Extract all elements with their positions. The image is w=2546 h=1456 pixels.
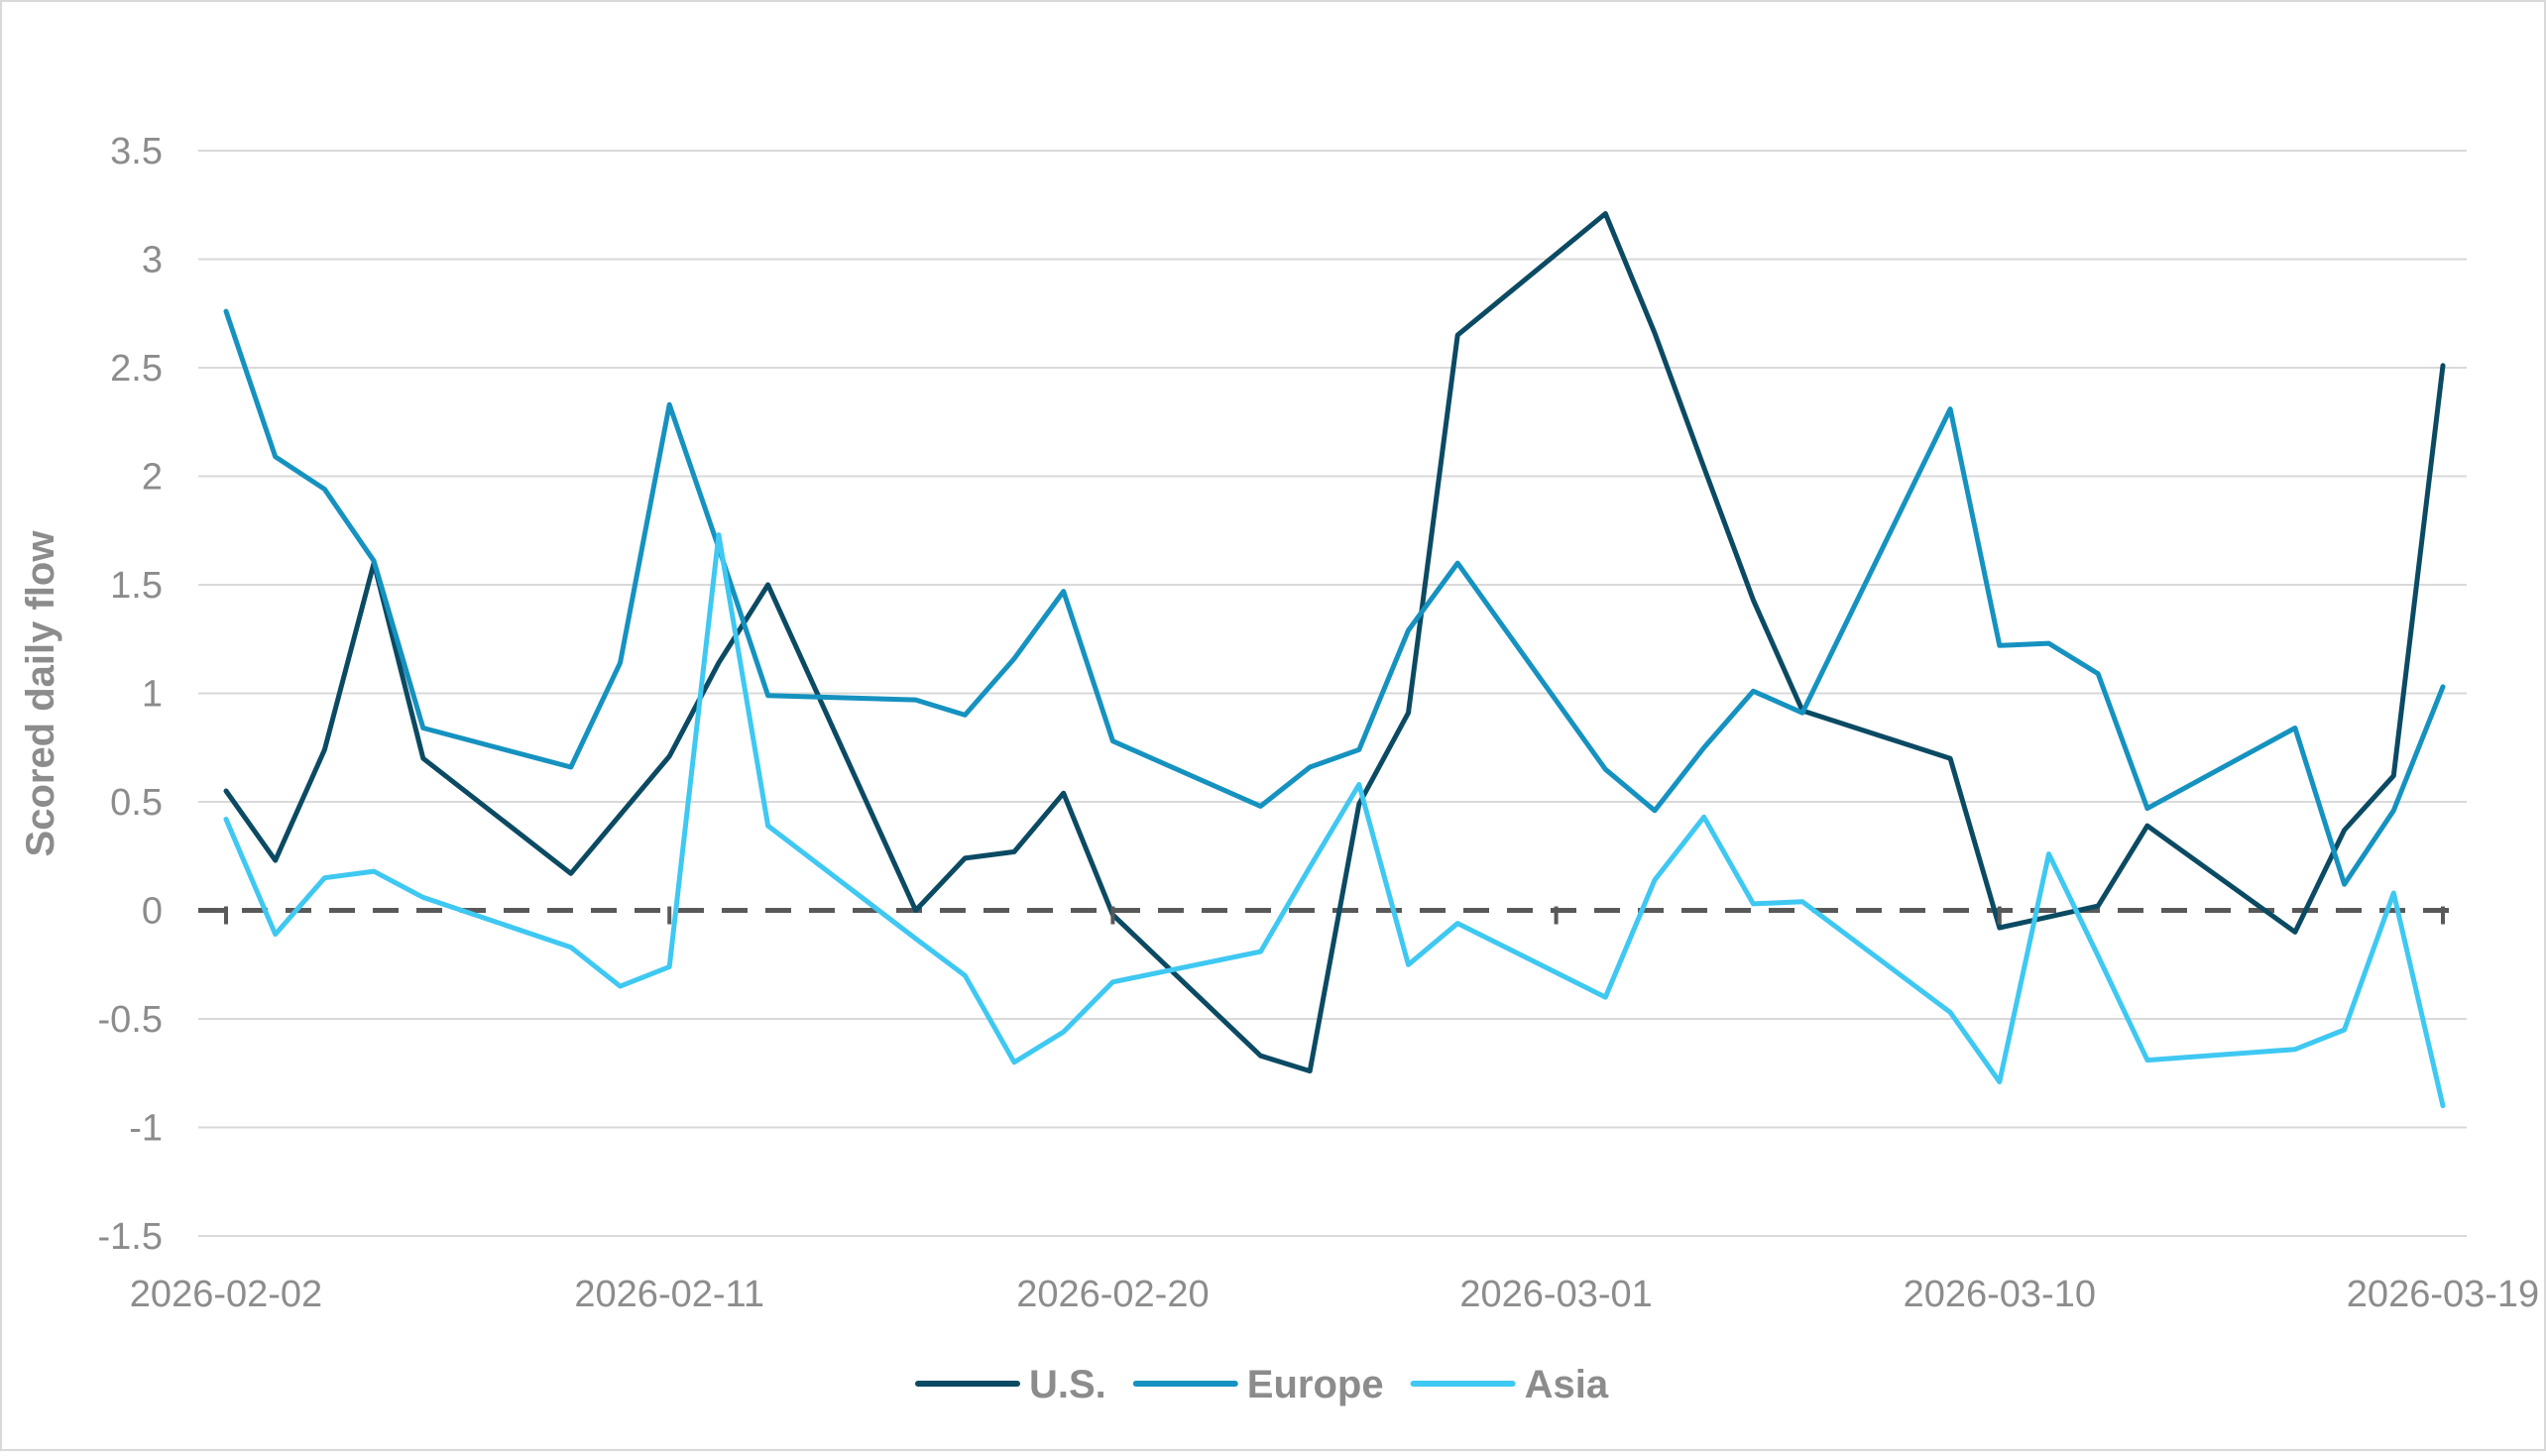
x-tick-label: 2026-02-20	[1016, 1274, 1209, 1315]
x-tick-label: 2026-03-10	[1904, 1274, 2096, 1315]
y-tick-label: 3	[142, 240, 163, 281]
legend-label: Asia	[1525, 1363, 1609, 1406]
y-tick-label: 2	[142, 457, 163, 499]
y-tick-label: 2.5	[110, 348, 163, 390]
series-lines	[223, 211, 2446, 1109]
y-axis-ticks: -1.5 -1 -0.5 0 0.5 1 1.5 2 2.5 3 3.5	[98, 131, 163, 1258]
y-tick-label: -0.5	[98, 999, 163, 1041]
series-line-asia	[223, 532, 2446, 1109]
y-tick-label: 0.5	[110, 782, 163, 824]
x-tick-label: 2026-02-02	[130, 1274, 322, 1315]
y-tick-label: 3.5	[110, 131, 163, 172]
x-tick-label: 2026-03-19	[2347, 1274, 2539, 1315]
x-tick-label: 2026-03-01	[1459, 1274, 1652, 1315]
y-axis-title: Scored daily flow	[19, 530, 62, 857]
x-tick-label: 2026-02-11	[574, 1274, 764, 1315]
y-tick-label: 1.5	[110, 565, 163, 607]
legend-label: Europe	[1247, 1363, 1384, 1406]
y-tick-label: -1.5	[98, 1216, 163, 1258]
series-line-europe	[223, 308, 2446, 887]
y-tick-label: 0	[142, 891, 163, 933]
legend-item-u-s: U.S.	[915, 1363, 1106, 1406]
y-tick-label: 1	[142, 674, 163, 716]
series-line-u-s	[223, 211, 2446, 1074]
y-tick-label: -1	[129, 1108, 163, 1150]
legend-label: U.S.	[1029, 1363, 1106, 1406]
x-axis-ticks: 2026-02-02 2026-02-11 2026-02-20 2026-03-01…	[130, 906, 2539, 1315]
legend-item-asia: Asia	[1410, 1363, 1609, 1406]
legend-item-europe: Europe	[1132, 1363, 1384, 1406]
legend: U.S. Europe Asia	[915, 1363, 1609, 1406]
gridlines	[198, 150, 2467, 1237]
